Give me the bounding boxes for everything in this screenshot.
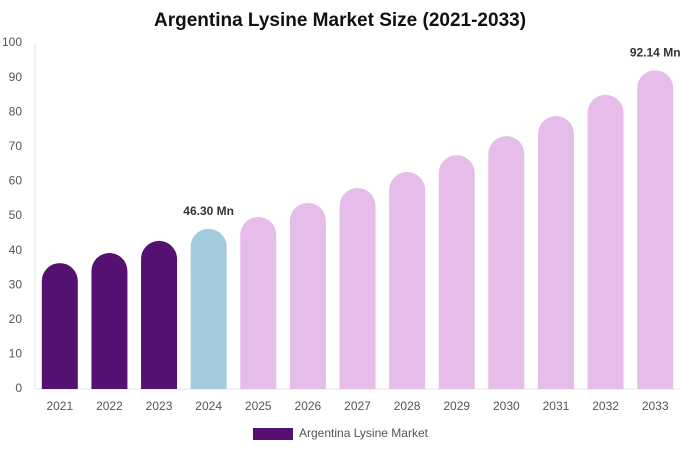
y-tick-label: 10 — [9, 347, 23, 361]
value-label: 92.14 Mn — [630, 45, 680, 59]
bar — [240, 217, 277, 389]
x-tick-label: 2025 — [245, 399, 272, 413]
bar — [587, 94, 624, 389]
y-tick-label: 70 — [9, 139, 23, 153]
y-tick-label: 20 — [9, 312, 23, 326]
y-tick-label: 100 — [2, 35, 22, 49]
x-tick-label: 2033 — [642, 399, 669, 413]
bar — [537, 116, 574, 390]
x-tick-label: 2032 — [592, 399, 619, 413]
x-tick-label: 2031 — [543, 399, 570, 413]
value-label: 46.30 Mn — [183, 204, 234, 218]
x-tick-label: 2026 — [295, 399, 322, 413]
chart-title: Argentina Lysine Market Size (2021-2033) — [154, 10, 526, 31]
x-tick-label: 2022 — [96, 399, 123, 413]
bar — [488, 136, 525, 389]
bar — [637, 70, 674, 389]
y-tick-label: 40 — [9, 243, 23, 257]
bar — [141, 240, 178, 389]
y-tick-label: 30 — [9, 277, 23, 291]
x-tick-label: 2023 — [146, 399, 173, 413]
x-tick-label: 2021 — [46, 399, 73, 413]
bar — [438, 155, 475, 389]
x-tick-label: 2027 — [344, 399, 371, 413]
x-tick-label: 2028 — [394, 399, 421, 413]
y-tick-label: 0 — [15, 381, 22, 395]
y-tick-label: 50 — [9, 208, 23, 222]
bar — [289, 202, 326, 389]
bar — [41, 263, 78, 389]
x-tick-label: 2024 — [195, 399, 222, 413]
y-tick-label: 80 — [9, 104, 23, 118]
y-tick-label: 90 — [9, 70, 23, 84]
bar — [91, 253, 128, 389]
legend-label: Argentina Lysine Market — [299, 426, 429, 440]
bar — [190, 228, 227, 389]
bar — [339, 187, 376, 389]
bar — [389, 172, 426, 389]
y-tick-label: 60 — [9, 174, 23, 188]
x-tick-label: 2030 — [493, 399, 520, 413]
legend-swatch — [253, 428, 293, 440]
x-tick-label: 2029 — [443, 399, 470, 413]
